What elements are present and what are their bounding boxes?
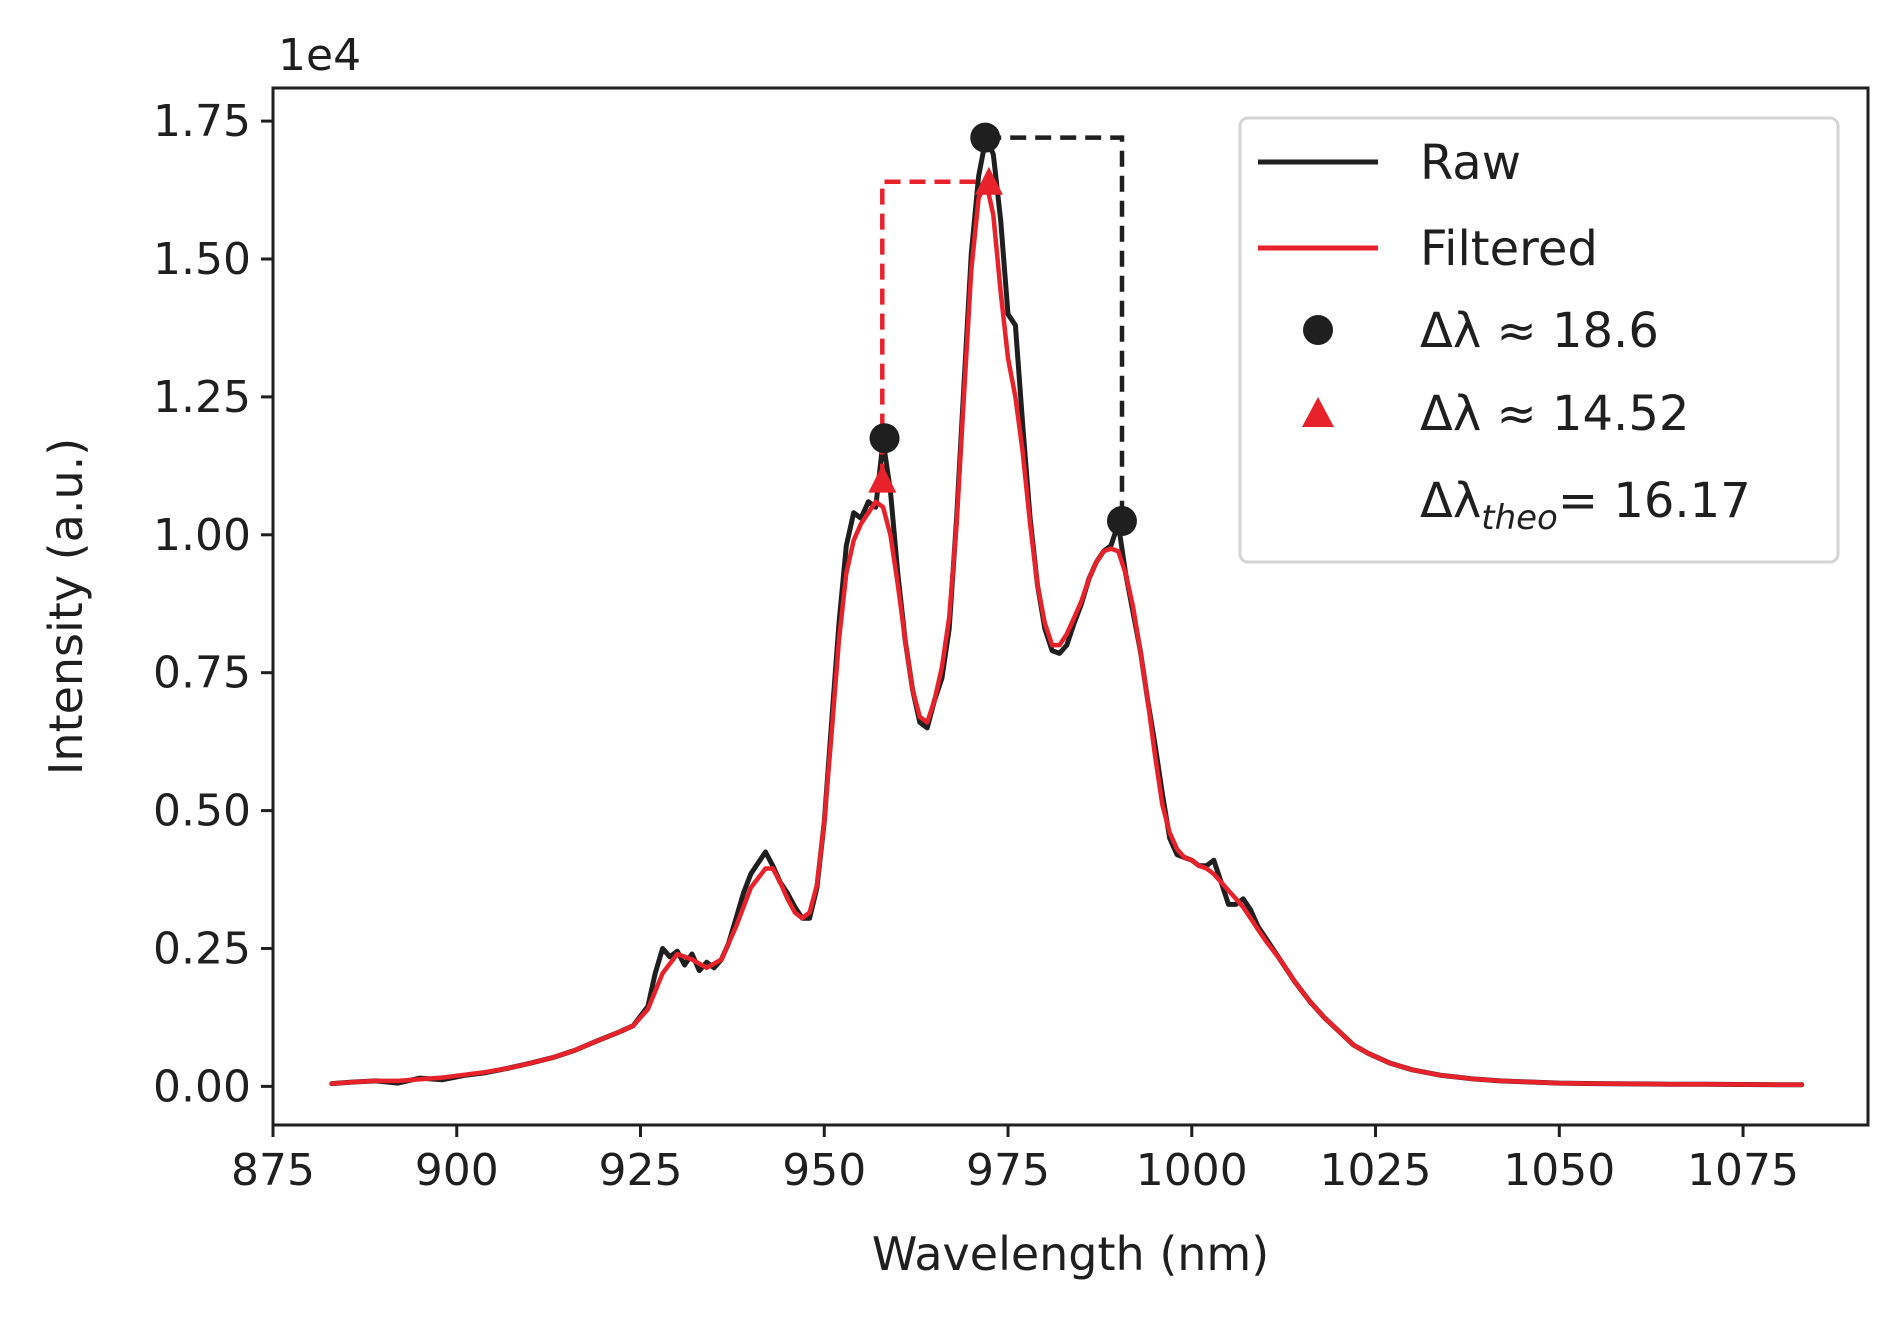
legend-triangle-swatch [1302,397,1334,427]
y-tick-label: 0.25 [153,923,251,974]
x-tick-label: 1025 [1320,1145,1432,1196]
y-offset-label: 1e4 [278,30,361,81]
plot-marks [329,122,1805,1088]
peak-marker-triangle [868,464,897,493]
y-tick-label: 1.25 [153,372,251,423]
y-axis: 0.00 0.25 0.50 0.75 1.00 1.25 1.50 1.75 [153,96,273,1112]
legend-label: Raw [1420,135,1521,191]
x-tick-label: 1000 [1136,1145,1248,1196]
legend-label: Δλ ≈ 18.6 [1420,303,1659,359]
y-tick-label: 1.75 [153,96,251,147]
y-axis-title: Intensity (a.u.) [39,438,93,775]
y-tick-label: 0.50 [153,786,251,837]
x-tick-label: 925 [599,1145,683,1196]
peak-marker-circle [1106,506,1137,537]
legend-box [1238,116,1840,564]
y-tick-label: 0.75 [153,648,251,699]
legend-label: Δλ ≈ 14.52 [1420,386,1689,442]
x-tick-label: 1075 [1687,1145,1799,1196]
peak-marker-circle [970,122,1001,153]
y-tick-label: 0.00 [153,1061,251,1112]
legend-label: Δλtheo= 16.17 [1420,473,1751,538]
y-tick-label: 1.00 [153,510,251,561]
legend-label-main: Δλ [1420,473,1481,529]
x-tick-label: 900 [415,1145,499,1196]
legend-label-sub: theo [1481,498,1558,538]
x-tick-label: 950 [782,1145,866,1196]
x-tick-label: 975 [966,1145,1050,1196]
legend: Raw Filtered Δλ ≈ 18.6 Δλ ≈ 14.52 Δλtheo= 16… [1238,116,1840,564]
legend-label-tail: = 16.17 [1558,473,1751,529]
legend-circle-swatch [1303,315,1333,345]
legend-label-main: Δλ ≈ 14.52 [1420,386,1689,442]
series-line-filtered [329,179,1805,1087]
legend-label-main: Δλ ≈ 18.6 [1420,303,1659,359]
legend-label: Filtered [1420,221,1598,277]
x-axis-title: Wavelength (nm) [872,1227,1269,1281]
y-tick-label: 1.50 [153,234,251,285]
peak-marker-circle [869,423,900,454]
plot-frame [271,86,1870,1127]
x-axis: 875 900 925 950 975 1000 1025 1050 1075 [231,1125,1799,1196]
x-tick-label: 875 [231,1145,315,1196]
peak-marker-triangle [974,166,1003,195]
x-tick-label: 1050 [1503,1145,1615,1196]
peak-spacing-bracket [985,135,1125,521]
